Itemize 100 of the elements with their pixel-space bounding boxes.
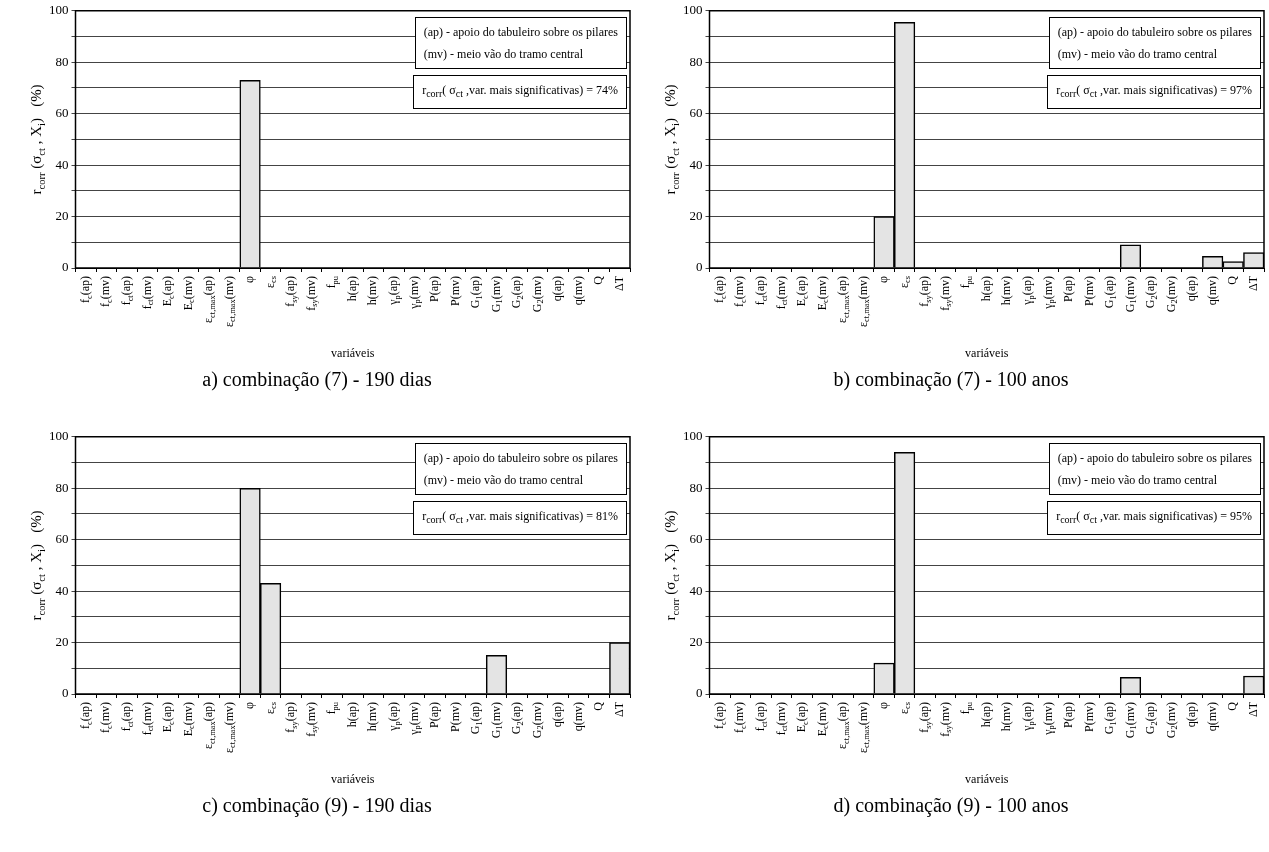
x-tick-label: P(ap) bbox=[1061, 275, 1076, 302]
x-tick-label: G1(ap) bbox=[1102, 701, 1118, 735]
x-tick-label: εct,max(ap) bbox=[201, 275, 217, 323]
x-tick-label: G2(ap) bbox=[1143, 701, 1159, 735]
y-tick-label: 80 bbox=[689, 479, 703, 495]
x-tick-label: γp(ap) bbox=[385, 275, 402, 306]
x-tick-label: fsy(ap) bbox=[283, 701, 299, 733]
y-tick-label: 20 bbox=[689, 633, 703, 649]
annotation: r$_{corr}$( σ$_{ct}$ ,var. mais significativas) = 74% bbox=[413, 74, 627, 110]
text: d) combinação (9) - 100 anos bbox=[832, 794, 1070, 817]
y-tick-label: 80 bbox=[55, 53, 69, 69]
x-tick-label: fct(ap) bbox=[119, 275, 135, 306]
x-axis-title: variáveis bbox=[331, 772, 375, 787]
x-tick-label: fct(ap) bbox=[119, 701, 135, 732]
annotation: (mv) - meio vão do tramo central bbox=[423, 472, 583, 487]
y-tick-label: 80 bbox=[689, 53, 703, 69]
x-tick-label: εcs bbox=[262, 275, 279, 289]
x-tick-label: fpu bbox=[958, 275, 975, 289]
x-tick-label: fpu bbox=[324, 275, 341, 289]
x-tick-label: fsy(ap) bbox=[917, 275, 933, 307]
x-tick-label: fsy(mv) bbox=[303, 276, 320, 311]
x-tick-label: h(mv) bbox=[365, 276, 380, 306]
y-tick-label: 100 bbox=[49, 428, 69, 444]
x-tick-label: φ bbox=[876, 275, 891, 283]
x-tick-label: q(mv) bbox=[570, 276, 585, 306]
x-tick-label: G1(mv) bbox=[1122, 276, 1139, 313]
y-axis-title: rcorr (σct , Xi) (%) bbox=[28, 84, 47, 195]
x-tick-label: εct,max(mv) bbox=[855, 276, 872, 327]
y-axis-title: rcorr (σct , Xi) (%) bbox=[28, 510, 47, 621]
x-tick-label: εcs bbox=[262, 701, 279, 715]
x-tick-label: εct,max(mv) bbox=[221, 702, 238, 753]
y-tick-label: 100 bbox=[49, 2, 69, 18]
x-tick-label: Ec(ap) bbox=[794, 701, 810, 733]
x-tick-label: q(ap) bbox=[550, 275, 565, 302]
x-tick-label: fct(ap) bbox=[753, 701, 769, 732]
annotation: (ap) - apoio do tabuleiro sobre os pilares bbox=[423, 450, 618, 465]
y-tick-label: 0 bbox=[696, 685, 703, 701]
x-tick-label: P(mv) bbox=[447, 276, 462, 306]
x-tick-label: φ bbox=[242, 275, 257, 283]
y-tick-label: 40 bbox=[55, 156, 69, 172]
annotation: r$_{corr}$( σ$_{ct}$ ,var. mais significativas) = 81% bbox=[413, 500, 627, 536]
x-tick-label: G1(mv) bbox=[488, 702, 505, 739]
x-tick-label: fc(mv) bbox=[732, 276, 749, 308]
x-tick-label: G1(ap) bbox=[468, 701, 484, 735]
x-tick-label: fct(mv) bbox=[773, 702, 790, 736]
x-tick-label: G2(ap) bbox=[509, 701, 525, 735]
x-tick-label: εct,max(mv) bbox=[221, 276, 238, 327]
annotation: (mv) - meio vão do tramo central bbox=[1057, 46, 1217, 61]
y-tick-label: 60 bbox=[55, 531, 69, 547]
y-axis-title: rcorr (σct , Xi) (%) bbox=[662, 84, 681, 195]
x-tick-label: Q bbox=[1225, 701, 1240, 711]
annotation: (ap) - apoio do tabuleiro sobre os pilares bbox=[1057, 24, 1252, 39]
annotation: (mv) - meio vão do tramo central bbox=[423, 46, 583, 61]
annotation: r$_{corr}$( σ$_{ct}$ ,var. mais significativas) = 97% bbox=[1047, 74, 1261, 110]
x-tick-label: Ec(mv) bbox=[814, 276, 831, 311]
text: c) combinação (9) - 190 dias bbox=[201, 794, 433, 817]
x-tick-label: G2(mv) bbox=[529, 702, 546, 739]
x-tick-label: Ec(mv) bbox=[814, 702, 831, 737]
x-tick-label: h(ap) bbox=[978, 275, 993, 302]
x-tick-label: Ec(ap) bbox=[794, 275, 810, 307]
x-tick-label: G2(ap) bbox=[1143, 275, 1159, 309]
x-tick-label: G1(ap) bbox=[1102, 275, 1118, 309]
y-tick-label: 80 bbox=[55, 479, 69, 495]
x-tick-label: ΔT bbox=[611, 701, 626, 718]
x-tick-label: γp(ap) bbox=[1019, 275, 1036, 306]
y-tick-label: 40 bbox=[689, 582, 703, 598]
x-tick-label: εct,max(ap) bbox=[835, 275, 851, 323]
x-tick-label: γp(mv) bbox=[1040, 276, 1057, 310]
x-tick-label: P(mv) bbox=[1081, 276, 1096, 306]
x-tick-label: fct(ap) bbox=[753, 275, 769, 306]
x-tick-label: εct,max(ap) bbox=[201, 701, 217, 749]
x-tick-label: γp(ap) bbox=[1019, 701, 1036, 732]
x-tick-label: h(ap) bbox=[344, 701, 359, 728]
x-tick-label: P(ap) bbox=[427, 275, 442, 302]
x-tick-label: γp(ap) bbox=[385, 701, 402, 732]
x-tick-label: fc(ap) bbox=[711, 275, 728, 304]
y-tick-label: 40 bbox=[689, 156, 703, 172]
x-tick-label: G2(ap) bbox=[509, 275, 525, 309]
x-tick-label: G2(mv) bbox=[1163, 702, 1180, 739]
x-tick-label: G1(mv) bbox=[488, 276, 505, 313]
x-axis-title: variáveis bbox=[965, 346, 1009, 361]
x-tick-label: Ec(mv) bbox=[180, 702, 197, 737]
annotation: (ap) - apoio do tabuleiro sobre os pilares bbox=[1057, 450, 1252, 465]
x-tick-label: Q bbox=[591, 701, 606, 711]
x-tick-label: P(mv) bbox=[1081, 702, 1096, 732]
x-tick-label: fc(mv) bbox=[98, 702, 115, 734]
x-tick-label: G1(mv) bbox=[1122, 702, 1139, 739]
y-tick-label: 0 bbox=[696, 259, 703, 275]
x-tick-label: fsy(mv) bbox=[937, 702, 954, 737]
x-tick-label: fc(ap) bbox=[711, 701, 728, 730]
x-tick-label: εcs bbox=[896, 701, 913, 715]
x-tick-label: h(mv) bbox=[999, 276, 1014, 306]
x-tick-label: fct(mv) bbox=[773, 276, 790, 310]
x-tick-label: εct,max(ap) bbox=[835, 701, 851, 749]
x-tick-label: Ec(ap) bbox=[160, 701, 176, 733]
x-tick-label: fpu bbox=[958, 701, 975, 715]
x-tick-label: fsy(ap) bbox=[283, 275, 299, 307]
x-tick-label: P(ap) bbox=[427, 701, 442, 728]
x-tick-label: Ec(mv) bbox=[180, 276, 197, 311]
x-tick-label: q(ap) bbox=[1184, 701, 1199, 728]
